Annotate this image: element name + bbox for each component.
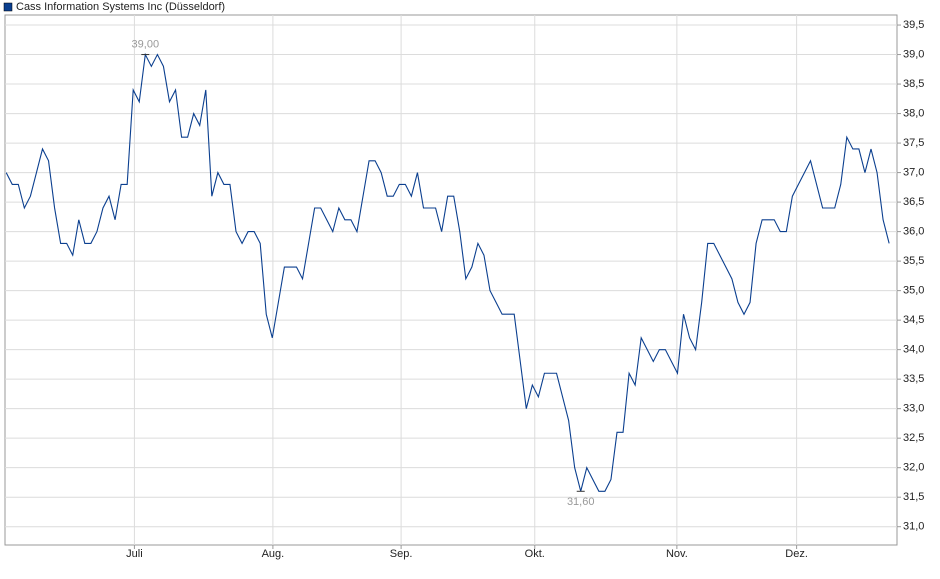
x-tick-label: Nov. xyxy=(666,548,688,560)
chart-title: Cass Information Systems Inc (Düsseldorf… xyxy=(16,1,225,13)
y-tick-label: 38,5 xyxy=(903,78,924,90)
y-tick-label: 33,0 xyxy=(903,403,924,415)
x-tick-label: Sep. xyxy=(390,548,413,560)
y-tick-label: 39,5 xyxy=(903,19,924,31)
y-tick-label: 35,5 xyxy=(903,255,924,267)
annotation: 31,60 xyxy=(567,496,595,508)
y-tick-label: 31,0 xyxy=(903,521,924,533)
y-tick-label: 38,0 xyxy=(903,107,924,119)
y-tick-label: 36,0 xyxy=(903,226,924,238)
x-tick-label: Aug. xyxy=(262,548,285,560)
y-tick-label: 37,0 xyxy=(903,166,924,178)
y-tick-label: 31,5 xyxy=(903,491,924,503)
x-tick-label: Dez. xyxy=(785,548,808,560)
price-line xyxy=(5,52,890,492)
y-tick-label: 36,5 xyxy=(903,196,924,208)
y-tick-label: 32,0 xyxy=(903,462,924,474)
y-tick-label: 34,5 xyxy=(903,314,924,326)
y-tick-label: 34,0 xyxy=(903,344,924,356)
plot-area xyxy=(4,14,898,546)
y-tick-label: 32,5 xyxy=(903,432,924,444)
x-tick-label: Okt. xyxy=(525,548,545,560)
y-tick-label: 35,0 xyxy=(903,285,924,297)
y-tick-label: 37,5 xyxy=(903,137,924,149)
y-tick-label: 39,0 xyxy=(903,48,924,60)
y-tick-label: 33,5 xyxy=(903,373,924,385)
annotation: 39,00 xyxy=(132,38,160,50)
x-tick-label: Juli xyxy=(126,548,143,560)
legend-swatch xyxy=(3,2,13,12)
